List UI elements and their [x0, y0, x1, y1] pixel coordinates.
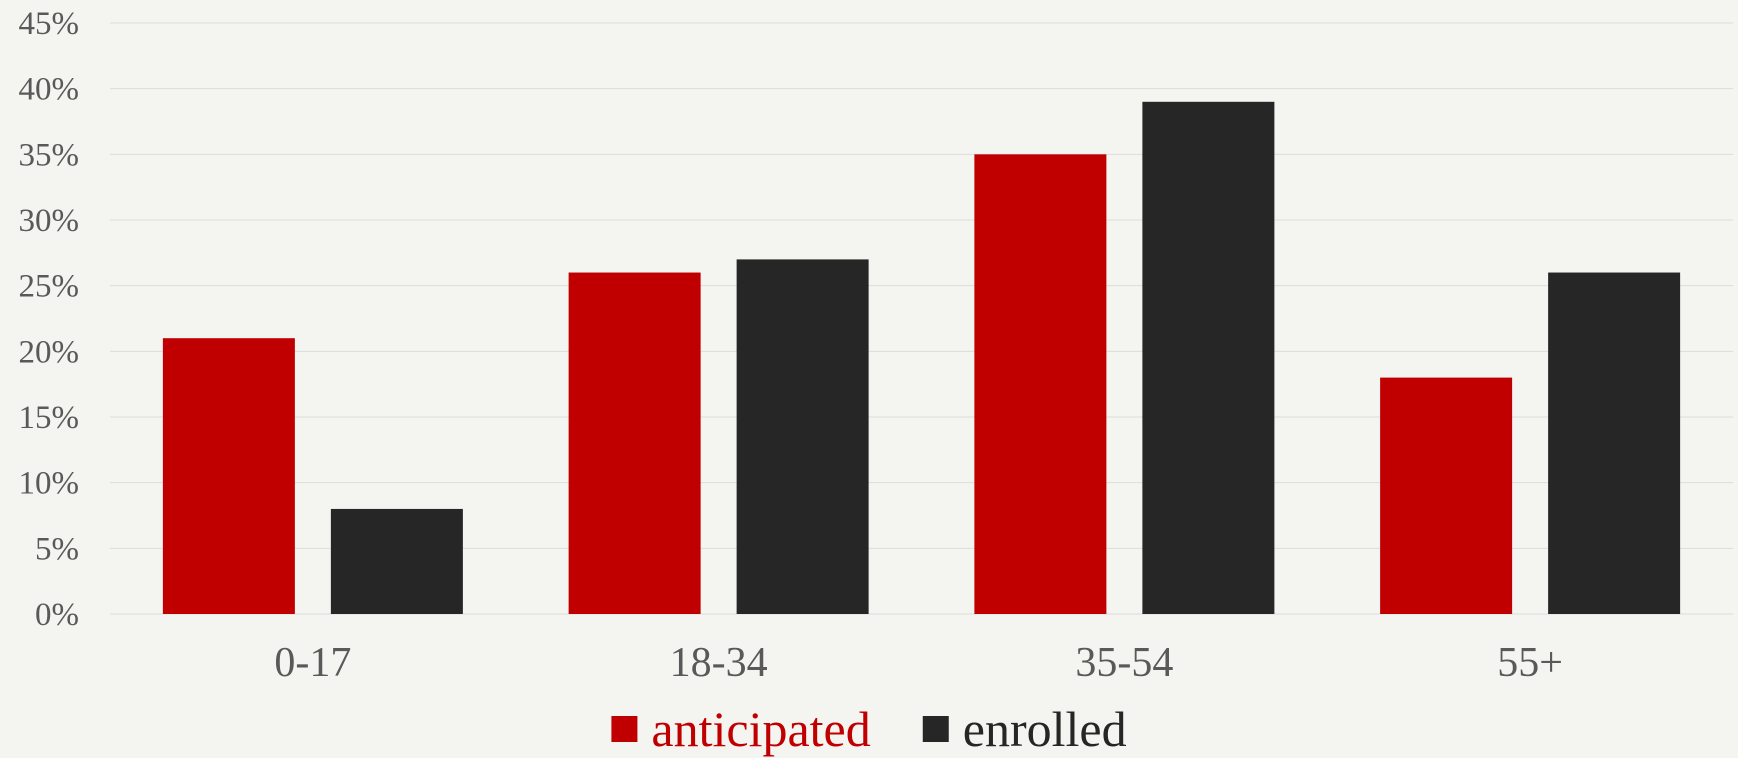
legend-label-anticipated: anticipated [651, 701, 870, 757]
y-tick-label: 40% [19, 72, 80, 108]
bar-anticipated-55+ [1380, 377, 1513, 614]
bars [162, 101, 1681, 615]
y-axis-tick-labels: 0% 5% 10% 15% 20% 25% 30% 35% 40% 45% [19, 6, 80, 633]
legend-label-enrolled: enrolled [963, 701, 1127, 757]
x-tick-label: 0-17 [274, 640, 351, 686]
bar-enrolled-55+ [1548, 272, 1681, 614]
y-tick-label: 45% [19, 6, 80, 42]
y-tick-label: 25% [19, 269, 80, 305]
y-tick-label: 10% [19, 466, 80, 502]
legend-swatch-enrolled [922, 716, 949, 742]
y-tick-label: 15% [19, 400, 80, 436]
x-tick-label: 18-34 [670, 640, 768, 686]
bar-anticipated-0-17 [162, 338, 295, 614]
y-tick-label: 20% [19, 334, 80, 370]
legend-swatch-anticipated [611, 716, 638, 742]
y-tick-label: 5% [35, 531, 79, 567]
bar-anticipated-18-34 [568, 272, 701, 614]
y-tick-label: 0% [35, 597, 79, 633]
y-tick-label: 30% [19, 203, 80, 239]
y-tick-label: 35% [19, 137, 80, 173]
bar-enrolled-0-17 [330, 508, 463, 614]
bar-anticipated-35-54 [974, 154, 1107, 615]
x-tick-label: 35-54 [1075, 640, 1173, 686]
bar-enrolled-35-54 [1142, 101, 1275, 615]
x-tick-label: 55+ [1497, 640, 1563, 686]
x-axis-tick-labels: 0-17 18-34 35-54 55+ [274, 640, 1563, 686]
bar-enrolled-18-34 [736, 259, 869, 614]
legend: anticipated enrolled [611, 701, 1127, 757]
